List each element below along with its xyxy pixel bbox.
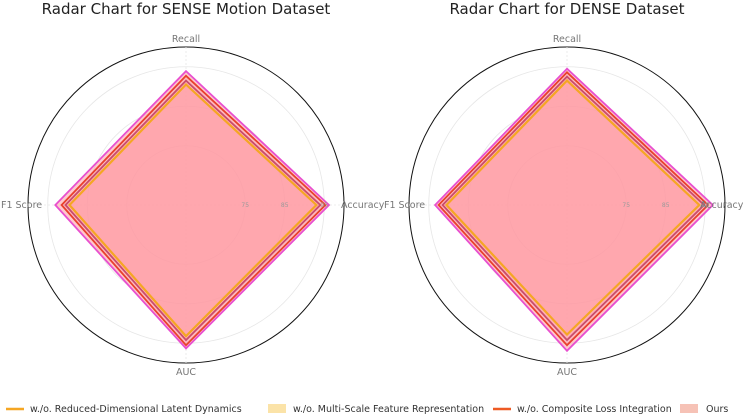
chart-title: Radar Chart for DENSE Dataset [449,0,684,18]
radial-tick-label: 85 [281,202,289,209]
legend: w./o. Reduced-Dimensional Latent Dynamic… [6,404,728,415]
legend-label: w./o. Reduced-Dimensional Latent Dynamic… [30,404,242,415]
legend-item: w./o. Multi-Scale Feature Representation [268,404,484,415]
axis-label-accuracy: Accuracy [341,200,385,211]
axis-label-auc: AUC [176,367,196,378]
radial-tick-label: 75 [241,202,249,209]
legend-item: Ours [680,404,728,415]
axis-label-recall: Recall [172,34,200,45]
radar-panel-sense: Radar Chart for SENSE Motion Dataset 75 8… [1,0,385,378]
legend-swatch [680,404,698,413]
series-polygon-1 [64,79,322,342]
legend-item: w./o. Reduced-Dimensional Latent Dynamic… [6,404,242,415]
axis-label-recall: Recall [553,34,581,45]
legend-label: w./o. Composite Loss Integration [517,404,672,415]
radial-tick-label: 75 [622,202,630,209]
radial-tick-label: 95 [320,202,328,209]
radial-tick-label: 85 [662,202,670,209]
series-polygon-2 [60,74,327,347]
legend-item: w./o. Composite Loss Integration [493,404,672,415]
radial-tick-label: 95 [701,202,709,209]
axis-label-auc: AUC [557,367,577,378]
axis-label-accuracy: Accuracy [700,200,744,211]
series-polygon-3 [433,67,715,353]
legend-swatch [268,404,286,413]
legend-label: Ours [706,404,728,415]
axis-label-f1-score: F1 Score [1,200,42,211]
series-polygon-0 [68,82,318,338]
legend-label: w./o. Multi-Scale Feature Representation [293,404,484,415]
chart-title: Radar Chart for SENSE Motion Dataset [42,0,331,18]
radar-panel-dense: Radar Chart for DENSE Dataset 75 85 95 Rec… [384,0,744,378]
axis-label-f1-score: F1 Score [384,200,425,211]
series-polygon-0 [444,79,701,337]
